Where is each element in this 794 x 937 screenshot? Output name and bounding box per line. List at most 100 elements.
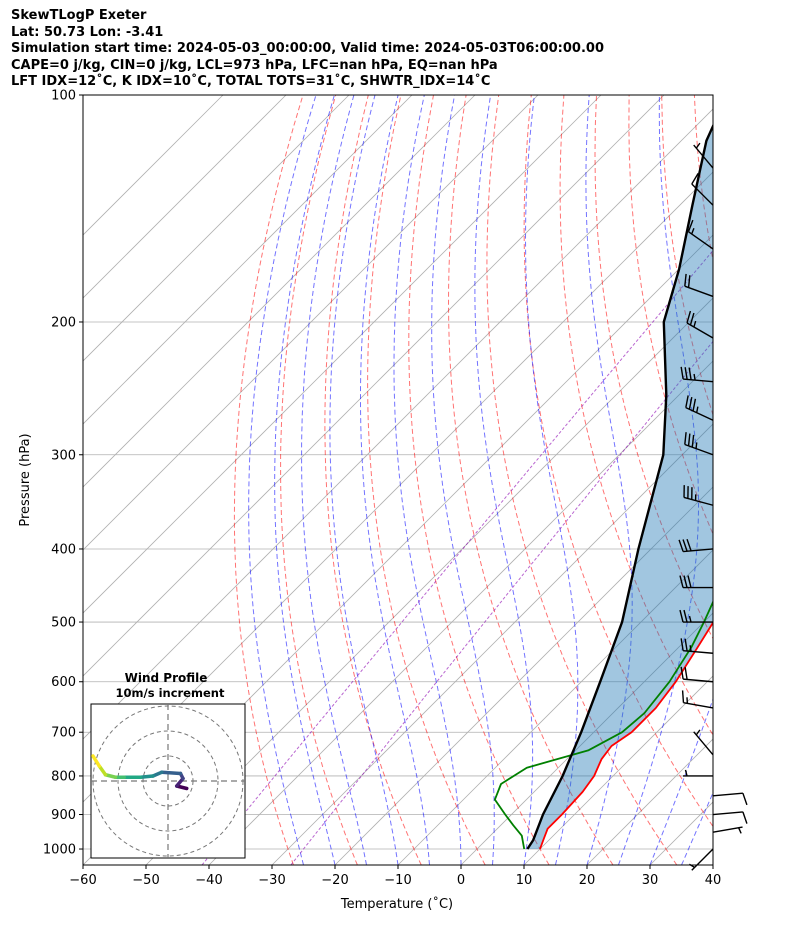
barb-feather — [686, 538, 692, 552]
negative-area — [527, 126, 713, 849]
wind-barb — [685, 395, 714, 421]
isotherm-line — [523, 675, 713, 865]
barb-feather — [692, 398, 697, 412]
barb-feather — [688, 863, 695, 869]
hodograph-subtitle: 10m/s increment — [116, 686, 225, 700]
y-tick-label: 500 — [51, 616, 76, 631]
wind-barb — [712, 811, 748, 824]
wind-barb — [678, 538, 714, 553]
y-tick-label: 300 — [51, 448, 76, 463]
barb-staff — [685, 406, 714, 421]
wind-barb — [712, 792, 748, 806]
isotherm-line — [83, 95, 350, 362]
barb-feather — [688, 615, 692, 623]
dry-adiabat-line — [324, 95, 422, 865]
isotherm-line — [397, 549, 713, 865]
barb-feather — [680, 666, 684, 680]
x-tick-label: 0 — [457, 873, 465, 888]
wind-barb — [683, 769, 713, 777]
barb-feather — [684, 367, 688, 380]
barb-feather — [683, 575, 688, 588]
isotherm-line — [460, 612, 713, 865]
parcel-line — [526, 123, 713, 850]
isotherm-line — [334, 486, 713, 865]
barb-feather — [691, 434, 695, 448]
wind-barb — [684, 273, 714, 298]
dry-adiabat-line — [661, 95, 713, 417]
moist-adiabat-line — [618, 95, 699, 865]
y-tick-label: 700 — [51, 726, 76, 741]
wind-barb — [691, 173, 714, 206]
hodograph-segment — [138, 774, 155, 779]
moist-adiabat-line — [431, 95, 495, 865]
moist-adiabat-line — [360, 95, 430, 865]
dry-adiabat-line — [367, 95, 486, 865]
isotherm-line — [712, 864, 713, 865]
x-tick-label: −60 — [69, 873, 96, 888]
barb-feather — [684, 638, 688, 652]
barb-feather — [742, 792, 748, 806]
hodograph-inset: Wind Profile 10m/s increment — [90, 671, 246, 859]
barb-feather — [687, 575, 692, 588]
barb-feather — [691, 173, 699, 185]
isotherm-line — [83, 95, 287, 299]
mixing-ratio-line — [290, 340, 713, 865]
barb-staff — [691, 183, 714, 206]
barb-staff — [684, 285, 714, 298]
moist-adiabat-line — [474, 95, 534, 865]
barb-staff — [712, 826, 743, 833]
barb-staff — [684, 443, 714, 456]
wind-barb — [688, 848, 714, 871]
wind-barb — [680, 638, 714, 654]
wind-barb — [681, 690, 714, 709]
barb-feather — [684, 769, 688, 777]
barb-staff — [686, 322, 714, 339]
sounding-profiles — [494, 123, 713, 850]
moist-adiabat-line — [524, 95, 579, 865]
lifted-index-line: LFT IDX=12˚C, K IDX=10˚C, TOTAL TOTS=31˚… — [11, 74, 491, 89]
barb-feather — [685, 395, 689, 408]
barb-feather — [679, 609, 684, 623]
dry-adiabat-line — [594, 95, 713, 640]
isotherm-line — [83, 95, 539, 551]
moist-adiabat-line — [301, 95, 367, 865]
barb-staff — [693, 731, 714, 756]
barb-feather — [695, 142, 701, 149]
isotherm-line — [145, 297, 713, 865]
isotherm-line — [83, 95, 413, 425]
wind-barb — [687, 219, 714, 250]
wind-barb — [693, 142, 714, 169]
moist-adiabat-line — [393, 95, 462, 865]
barb-feather — [680, 638, 684, 651]
barb-feather — [689, 645, 692, 652]
wind-barb — [693, 729, 714, 756]
barb-staff — [691, 848, 714, 871]
wind-barb — [679, 575, 713, 589]
barb-feather — [695, 406, 699, 413]
y-tick-label: 600 — [51, 675, 76, 690]
wind-barb — [680, 666, 714, 683]
hodograph-title: Wind Profile — [125, 671, 208, 685]
wind-barb — [683, 485, 714, 506]
barb-staff — [683, 649, 714, 654]
x-tick-label: 40 — [705, 873, 722, 888]
barb-feather — [693, 373, 696, 381]
y-tick-label: 800 — [51, 769, 76, 784]
y-tick-label: 400 — [51, 542, 76, 557]
wind-barb — [680, 366, 714, 383]
temperature-line — [539, 620, 713, 850]
x-axis-label: Temperature (˚C) — [340, 896, 453, 912]
barb-staff — [683, 702, 714, 709]
hodograph-segment — [160, 770, 183, 776]
isotherm-line — [83, 95, 224, 236]
x-tick-label: −20 — [321, 873, 348, 888]
dry-adiabat-line — [447, 95, 614, 865]
dry-adiabat-line — [486, 95, 678, 865]
barb-feather — [687, 219, 694, 232]
y-tick-label: 100 — [51, 89, 76, 104]
x-tick-label: −10 — [384, 873, 411, 888]
barb-feather — [742, 811, 748, 824]
location-line: Lat: 50.73 Lon: -3.41 — [11, 24, 164, 40]
wind-barb — [679, 609, 713, 623]
